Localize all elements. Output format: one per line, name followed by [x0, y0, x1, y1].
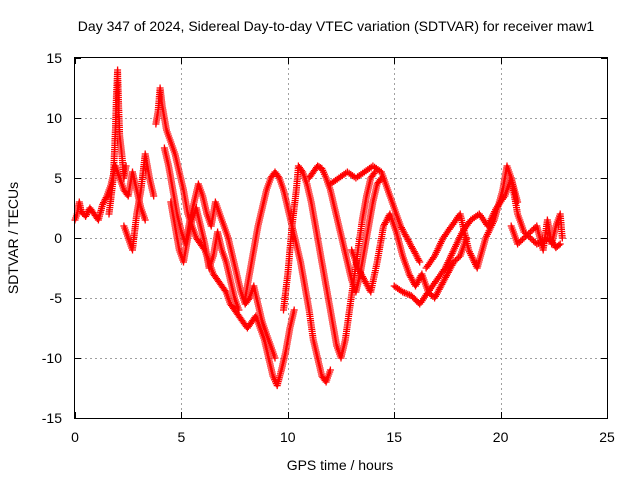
chart-title: Day 347 of 2024, Sidereal Day-to-day VTE…: [78, 18, 595, 34]
series-sat-track-f: [167, 198, 243, 314]
data-point: [518, 236, 526, 243]
series-sat-track-h: [280, 162, 379, 362]
data-point: [530, 225, 538, 233]
data-point: [450, 258, 458, 266]
data-point: [514, 240, 522, 248]
series-sat-track-n: [507, 210, 566, 254]
data-point: [150, 192, 158, 200]
data-point: [558, 234, 566, 242]
data-point: [530, 237, 538, 245]
y-tick-label: 15: [46, 50, 62, 66]
data-point: [453, 255, 461, 263]
data-point: [522, 233, 530, 240]
x-tick-labels: 0 5 10 15 20 25: [71, 429, 615, 445]
x-axis-label: GPS time / hours: [287, 457, 394, 473]
data-point: [525, 230, 533, 237]
x-tick-label: 25: [599, 429, 615, 445]
data-point: [235, 306, 243, 314]
y-tick-label: 10: [46, 110, 62, 126]
data-point: [416, 258, 424, 266]
data-point: [526, 228, 534, 236]
data-point: [520, 228, 528, 236]
data-point: [556, 240, 564, 248]
tick-marks: [75, 58, 608, 419]
y-tick-label: -5: [50, 290, 63, 306]
data-point: [451, 257, 459, 264]
data-point: [526, 234, 534, 242]
data-point: [523, 231, 531, 239]
y-tick-label: -10: [42, 350, 62, 366]
x-tick-label: 0: [71, 429, 79, 445]
data-point: [122, 162, 130, 170]
series-sat-track-i: [305, 162, 385, 296]
data-point: [528, 236, 536, 243]
data-point: [515, 239, 523, 246]
y-tick-labels: -15 -10 -5 0 5 10 15: [42, 50, 62, 426]
y-tick-label: 5: [54, 170, 62, 186]
data-point: [326, 366, 334, 374]
x-tick-label: 10: [280, 429, 296, 445]
x-tick-label: 15: [386, 429, 402, 445]
x-tick-label: 5: [178, 429, 186, 445]
series-sat-track-c: [120, 150, 158, 254]
x-tick-label: 20: [493, 429, 509, 445]
series-sat-track-g: [241, 168, 334, 386]
data-points: [71, 66, 566, 390]
series-sat-track-m: [422, 162, 564, 272]
data-point: [555, 241, 563, 249]
y-tick-label: 0: [54, 230, 62, 246]
data-point: [290, 306, 298, 314]
data-point: [520, 234, 528, 242]
y-axis-label: SDTVAR / TECUs: [5, 182, 21, 294]
data-point: [370, 170, 378, 177]
series-sat-track-b: [105, 66, 130, 218]
data-point: [141, 216, 149, 224]
series-sat-track-e: [160, 144, 279, 362]
y-tick-label: -15: [42, 410, 62, 426]
series-sat-track-j: [326, 162, 424, 266]
data-point: [271, 354, 279, 362]
plot-frame: [74, 57, 608, 419]
series-sat-track-d: [152, 84, 298, 390]
data-point: [517, 237, 525, 245]
